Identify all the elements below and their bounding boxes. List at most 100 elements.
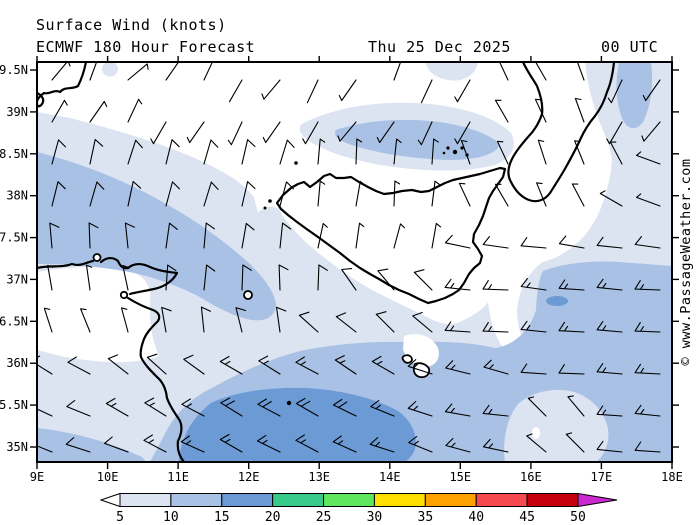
wind-barb [431, 180, 440, 207]
wind-barb [89, 62, 98, 81]
l2-bottom-left-corner [37, 428, 146, 462]
wind-barb [635, 151, 661, 165]
wind-barb [431, 138, 439, 165]
wind-barb [634, 404, 661, 417]
wind-barb [203, 222, 215, 249]
wind-speed-color-scale: 5 10 15 20 25 30 35 40 45 50 [99, 492, 618, 525]
colorbar-value-label: 35 [418, 510, 434, 525]
wind-barb [298, 311, 319, 333]
wind-barb [609, 141, 623, 165]
aeolian-2 [452, 149, 458, 155]
lat-tick-label: 39N [6, 105, 28, 119]
wind-barb [483, 359, 509, 375]
wind-barb [334, 355, 357, 375]
lon-tick-label: 14E [379, 470, 401, 484]
colorbar-value-label: 15 [214, 510, 230, 525]
wind-barb [413, 269, 433, 291]
wind-barb [596, 405, 623, 417]
wind-barb [634, 280, 661, 291]
wind-barb [295, 356, 319, 375]
colorbar-value-label: 5 [116, 510, 124, 525]
wind-barb [520, 320, 547, 333]
wind-barb [51, 99, 68, 123]
wind-barb [103, 436, 129, 453]
wind-barb [444, 403, 471, 417]
l1-hole-bottom-right [504, 389, 609, 462]
wind-barb [641, 121, 661, 142]
wind-barb [278, 264, 289, 291]
wind-barb [574, 97, 585, 123]
wind-barb [120, 307, 129, 333]
wind-barb [454, 121, 471, 145]
colorbar-underflow-arrow [99, 492, 121, 508]
wind-speed-shading [37, 62, 672, 462]
lat-tick-label: 36N [6, 356, 28, 370]
wind-barb [89, 100, 108, 123]
wind-barb [256, 434, 281, 453]
valid-date-label: Thu 25 Dec 2025 [368, 38, 511, 56]
wind-barb [536, 182, 547, 207]
wind-barb [431, 222, 442, 249]
wind-barb [122, 264, 129, 291]
wind-barb [534, 98, 547, 123]
wind-barb [317, 222, 328, 249]
lon-tick-label: 18E [661, 470, 683, 484]
wind-barb [596, 321, 623, 333]
wind-barb [37, 399, 53, 417]
colorbar-value-label: 30 [367, 510, 383, 525]
wind-barb [596, 363, 623, 375]
wind-barb [241, 139, 256, 165]
wind-barb [295, 434, 319, 453]
wind-barb [241, 264, 252, 291]
wind-barb [150, 121, 167, 145]
wind-barb [127, 139, 143, 165]
wind-barb [161, 306, 172, 333]
wind-barb [558, 279, 585, 291]
lon-tick-label: 17E [591, 470, 613, 484]
egadi-2 [263, 206, 267, 210]
colorbar-segment [272, 493, 325, 507]
wind-barb [302, 121, 319, 145]
wind-barb [85, 264, 93, 291]
wind-barb [393, 138, 402, 165]
wind-barb [565, 432, 585, 453]
wind-barb [105, 397, 129, 417]
colorbar-segment [323, 493, 375, 507]
wind-barb [51, 62, 71, 81]
wind-barb [606, 121, 623, 145]
aeolian-3 [460, 146, 464, 150]
wind-barb [393, 223, 405, 249]
wind-barb [67, 356, 91, 375]
wind-barb [520, 363, 547, 375]
wind-barb [408, 435, 433, 453]
colorbar-value-label: 50 [570, 510, 586, 525]
wind-barb [634, 441, 661, 453]
wind-barb [88, 222, 99, 249]
wind-barb [332, 398, 357, 417]
wind-barb [165, 181, 181, 207]
wind-barb [482, 322, 509, 333]
wind-barb [482, 236, 509, 249]
wind-barb [165, 139, 180, 165]
white-speck-bottom-right [532, 427, 540, 439]
wind-barb [355, 180, 366, 207]
wind-barb [262, 121, 281, 144]
wind-barb [558, 364, 585, 375]
wind-barb [375, 311, 395, 333]
passageweather-watermark: © www.PassageWeather.com [678, 158, 694, 365]
wind-barb [407, 401, 433, 417]
wind-barbs [37, 62, 661, 453]
egadi-1 [268, 199, 272, 203]
wind-barb [412, 311, 433, 333]
wind-barb [317, 180, 326, 207]
wind-barb [526, 433, 547, 453]
wind-barb [520, 278, 547, 291]
wind-barb [355, 138, 363, 165]
wind-barb [355, 222, 365, 249]
wind-barb [146, 353, 167, 375]
lat-tick-label: 38N [6, 189, 28, 203]
wind-barb [241, 222, 255, 249]
wind-barb [107, 354, 129, 375]
wind-barb [494, 183, 509, 207]
wind-barb [143, 434, 167, 453]
